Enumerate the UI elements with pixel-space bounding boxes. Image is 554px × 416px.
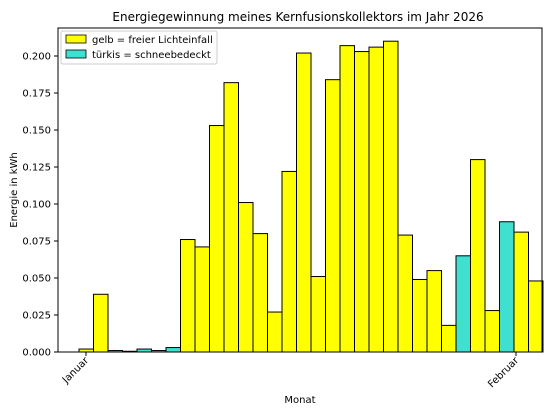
chart-title: Energiegewinnung meines Kernfusionskolle… [112, 10, 483, 24]
bar-21 [368, 46, 384, 353]
bar-12 [238, 202, 254, 353]
bar-20 [354, 51, 370, 353]
bar-17 [310, 276, 326, 353]
bar-31 [513, 231, 529, 353]
bar-19 [339, 45, 355, 353]
y-tick-label: 0.125 [22, 163, 51, 174]
bar-8 [180, 239, 196, 353]
legend-swatch-yellow [65, 34, 87, 44]
bar-24 [412, 278, 428, 353]
bar-13 [252, 233, 268, 353]
bar-11 [223, 82, 239, 353]
x-axis: Januar Februar [60, 352, 522, 390]
bar-10 [209, 125, 225, 353]
bar-16 [296, 52, 312, 353]
x-tick-label: Februar [486, 355, 522, 391]
y-tick-label: 0.100 [22, 200, 51, 211]
bar-15 [281, 170, 297, 353]
bar-29 [484, 310, 500, 353]
y-tick-label: 0.175 [22, 89, 51, 100]
y-axis: 0.000 0.025 0.050 0.075 0.100 0.125 0.150 0.175… [22, 52, 58, 359]
y-tick-label: 0.050 [22, 274, 51, 285]
y-axis-label: Energie in kWh [9, 152, 20, 228]
bar-23 [397, 234, 413, 353]
bar-14 [267, 311, 283, 353]
bar-2 [93, 293, 109, 353]
plot-frame [57, 27, 543, 353]
legend-label-turquoise: türkis = schneebedeckt [92, 50, 211, 61]
y-tick-label: 0.025 [22, 311, 51, 322]
legend-frame [60, 30, 218, 65]
bar-7 [165, 347, 181, 353]
bar-27 [455, 255, 471, 353]
bar-9 [194, 246, 210, 353]
bar-32 [528, 280, 544, 353]
bar-26 [441, 324, 457, 353]
bar-25 [426, 270, 442, 353]
legend-label-yellow: gelb = freier Lichteinfall [92, 35, 213, 46]
x-axis-label: Monat [284, 395, 315, 406]
y-tick-label: 0.150 [22, 126, 51, 137]
bar-22 [383, 40, 399, 353]
y-tick-label: 0.075 [22, 237, 51, 248]
x-tick-label: Januar [60, 355, 92, 387]
y-tick-label: 0.200 [22, 52, 51, 63]
legend-swatch-turquoise [65, 49, 87, 59]
bar-30 [499, 221, 515, 353]
legend: gelb = freier Lichteinfall türkis = schn… [60, 30, 218, 65]
bar-18 [325, 79, 341, 353]
y-tick-label: 0.000 [22, 348, 51, 359]
bar-28 [470, 159, 486, 353]
bars-group [78, 40, 544, 353]
